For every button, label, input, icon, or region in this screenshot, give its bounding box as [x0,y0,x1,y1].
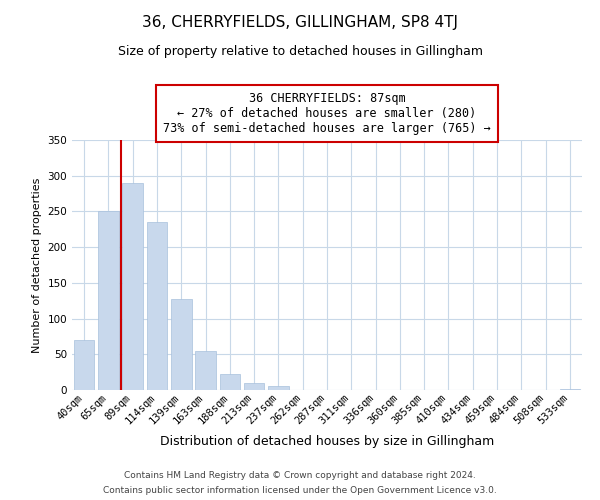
Bar [74,340,94,390]
Text: Contains HM Land Registry data © Crown copyright and database right 2024.: Contains HM Land Registry data © Crown c… [124,471,476,480]
Bar [244,383,265,390]
Text: 36 CHERRYFIELDS: 87sqm
← 27% of detached houses are smaller (280)
73% of semi-de: 36 CHERRYFIELDS: 87sqm ← 27% of detached… [163,92,491,135]
Text: Size of property relative to detached houses in Gillingham: Size of property relative to detached ho… [118,45,482,58]
Bar [560,388,580,390]
X-axis label: Distribution of detached houses by size in Gillingham: Distribution of detached houses by size … [160,434,494,448]
Bar [171,298,191,390]
Text: Contains public sector information licensed under the Open Government Licence v3: Contains public sector information licen… [103,486,497,495]
Bar [122,183,143,390]
Bar [220,374,240,390]
Bar [98,212,119,390]
Y-axis label: Number of detached properties: Number of detached properties [32,178,42,352]
Bar [146,222,167,390]
Bar [195,352,216,390]
Text: 36, CHERRYFIELDS, GILLINGHAM, SP8 4TJ: 36, CHERRYFIELDS, GILLINGHAM, SP8 4TJ [142,15,458,30]
Bar [268,386,289,390]
